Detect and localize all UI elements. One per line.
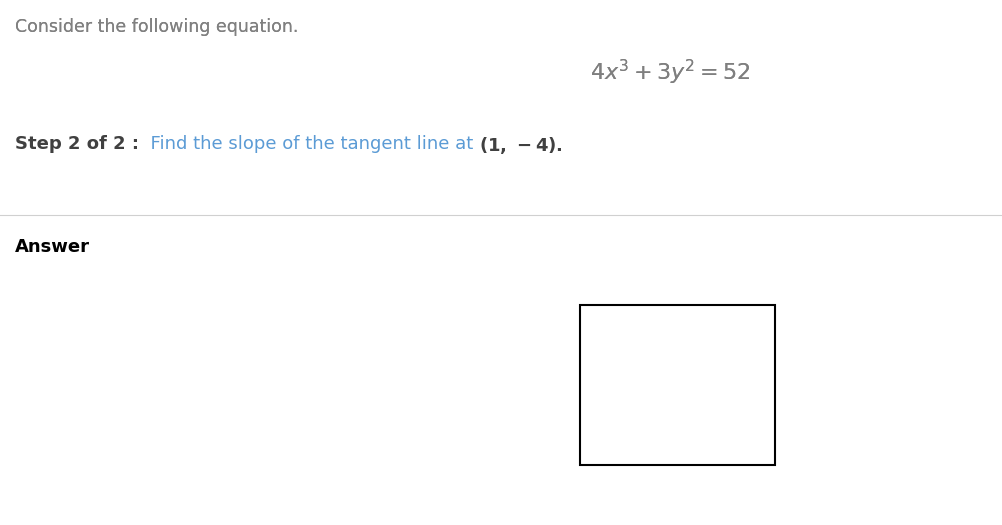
- Bar: [579, 305, 775, 465]
- Text: Consider the following equation.: Consider the following equation.: [15, 18, 298, 36]
- Text: $4x^3 + 3y^2 = 52$: $4x^3 + 3y^2 = 52$: [589, 58, 749, 87]
- Text: Consider the following equation.: Consider the following equation.: [15, 18, 298, 36]
- Text: Step 2 of 2 :: Step 2 of 2 :: [15, 135, 139, 153]
- Text: $\mathbf{(1,\, -4).}$: $\mathbf{(1,\, -4).}$: [479, 135, 562, 156]
- Text: $4x^3 + 3y^2 = 52$: $4x^3 + 3y^2 = 52$: [589, 58, 749, 87]
- Text: Answer: Answer: [15, 238, 90, 256]
- Text: Find the slope of the tangent line at: Find the slope of the tangent line at: [139, 135, 479, 153]
